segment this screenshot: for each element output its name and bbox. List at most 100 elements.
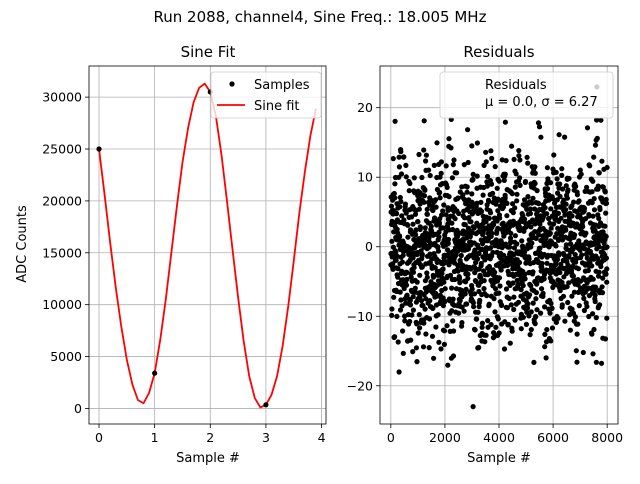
residual-point bbox=[398, 171, 405, 177]
residual-point bbox=[454, 170, 460, 176]
residuals-ytick-label: 0 bbox=[365, 239, 373, 254]
residual-point bbox=[396, 369, 402, 375]
residual-point bbox=[549, 325, 556, 331]
residual-point bbox=[398, 199, 404, 205]
residual-point bbox=[581, 205, 588, 211]
residual-point bbox=[554, 231, 560, 237]
residual-point bbox=[424, 270, 430, 276]
sine-fit-xtick-label: 1 bbox=[151, 430, 159, 445]
residual-point bbox=[528, 309, 534, 315]
residual-point bbox=[533, 290, 540, 296]
residual-point bbox=[433, 197, 439, 203]
residual-point bbox=[585, 267, 592, 274]
residual-point bbox=[514, 241, 520, 247]
residuals-xtick-label: 4000 bbox=[483, 430, 515, 445]
residual-point bbox=[547, 230, 553, 236]
residual-point bbox=[446, 194, 452, 200]
residual-point bbox=[426, 235, 432, 241]
residuals-plot-area bbox=[388, 84, 610, 410]
residual-point bbox=[537, 221, 543, 227]
residual-point bbox=[599, 284, 605, 290]
residual-point bbox=[560, 293, 567, 299]
residual-point bbox=[441, 328, 448, 334]
residual-point bbox=[556, 265, 563, 272]
sine-fit-xtick-label: 2 bbox=[206, 430, 214, 445]
residual-point bbox=[445, 236, 452, 243]
residual-point bbox=[594, 135, 600, 141]
residual-point bbox=[389, 238, 395, 244]
residual-point bbox=[429, 333, 436, 339]
residual-point bbox=[424, 206, 430, 212]
residual-point bbox=[446, 217, 452, 223]
sine-fit-ticks: 0 1 2 3 4 0 5000 10000 15000 20000 25000 30000 bbox=[42, 90, 325, 445]
residual-point bbox=[440, 225, 446, 231]
residual-point bbox=[517, 272, 524, 278]
residual-point bbox=[529, 240, 535, 246]
residual-point bbox=[413, 345, 419, 351]
residual-point bbox=[590, 311, 596, 317]
residual-point bbox=[548, 225, 554, 231]
residuals-xtick-label: 0 bbox=[387, 430, 395, 445]
residual-point bbox=[445, 240, 451, 247]
residual-point bbox=[495, 196, 501, 202]
residual-point bbox=[539, 260, 545, 267]
sine-fit-grid bbox=[89, 66, 326, 424]
residual-point bbox=[595, 273, 602, 279]
residual-point bbox=[421, 193, 428, 199]
residual-point bbox=[475, 309, 481, 315]
residual-point bbox=[470, 171, 476, 177]
residual-point bbox=[449, 175, 455, 181]
residual-point bbox=[427, 298, 433, 304]
residual-point bbox=[474, 256, 481, 262]
residual-point bbox=[495, 225, 501, 231]
residual-point bbox=[592, 292, 598, 298]
residual-point bbox=[566, 253, 572, 259]
residual-point bbox=[593, 287, 599, 293]
residual-point bbox=[589, 189, 595, 195]
residual-point bbox=[409, 214, 415, 220]
residual-point bbox=[484, 173, 491, 180]
residual-point bbox=[539, 286, 545, 292]
residual-point bbox=[461, 162, 467, 168]
residual-point bbox=[599, 290, 606, 296]
residual-point bbox=[590, 351, 596, 357]
residual-point bbox=[576, 303, 582, 309]
residual-point bbox=[464, 184, 470, 190]
residual-point bbox=[423, 331, 429, 337]
residual-point bbox=[457, 298, 463, 304]
residual-point bbox=[391, 294, 397, 300]
residual-point bbox=[522, 271, 528, 277]
residual-point bbox=[436, 339, 442, 345]
residual-point bbox=[465, 275, 471, 281]
residual-point bbox=[471, 291, 478, 297]
residual-point bbox=[390, 156, 396, 162]
residual-point bbox=[603, 210, 609, 216]
residual-point bbox=[584, 303, 590, 310]
residual-point bbox=[435, 248, 442, 254]
residual-point bbox=[419, 174, 425, 181]
residual-point bbox=[513, 171, 519, 177]
residual-point bbox=[532, 321, 538, 327]
legend-residuals-label: Residuals bbox=[485, 78, 547, 93]
residual-point bbox=[540, 290, 546, 296]
residual-point bbox=[578, 171, 584, 177]
residual-point bbox=[591, 154, 597, 160]
residual-point bbox=[604, 164, 610, 171]
sine-fit-xtick-label: 3 bbox=[262, 430, 270, 445]
residual-point bbox=[596, 244, 602, 250]
residual-point bbox=[599, 158, 605, 164]
residual-point bbox=[400, 328, 406, 334]
residual-point bbox=[532, 164, 538, 170]
residual-point bbox=[559, 166, 565, 172]
sine-fit-title: Sine Fit bbox=[181, 43, 236, 61]
residual-point bbox=[511, 294, 517, 300]
sine-fit-ytick-label: 15000 bbox=[42, 245, 82, 260]
residual-point bbox=[512, 205, 518, 211]
residual-point bbox=[407, 180, 413, 187]
residual-point bbox=[556, 252, 562, 258]
residual-point bbox=[551, 152, 557, 158]
residual-point bbox=[396, 164, 402, 170]
residual-point bbox=[507, 340, 513, 346]
residual-point bbox=[467, 234, 473, 240]
residual-point bbox=[572, 314, 579, 320]
